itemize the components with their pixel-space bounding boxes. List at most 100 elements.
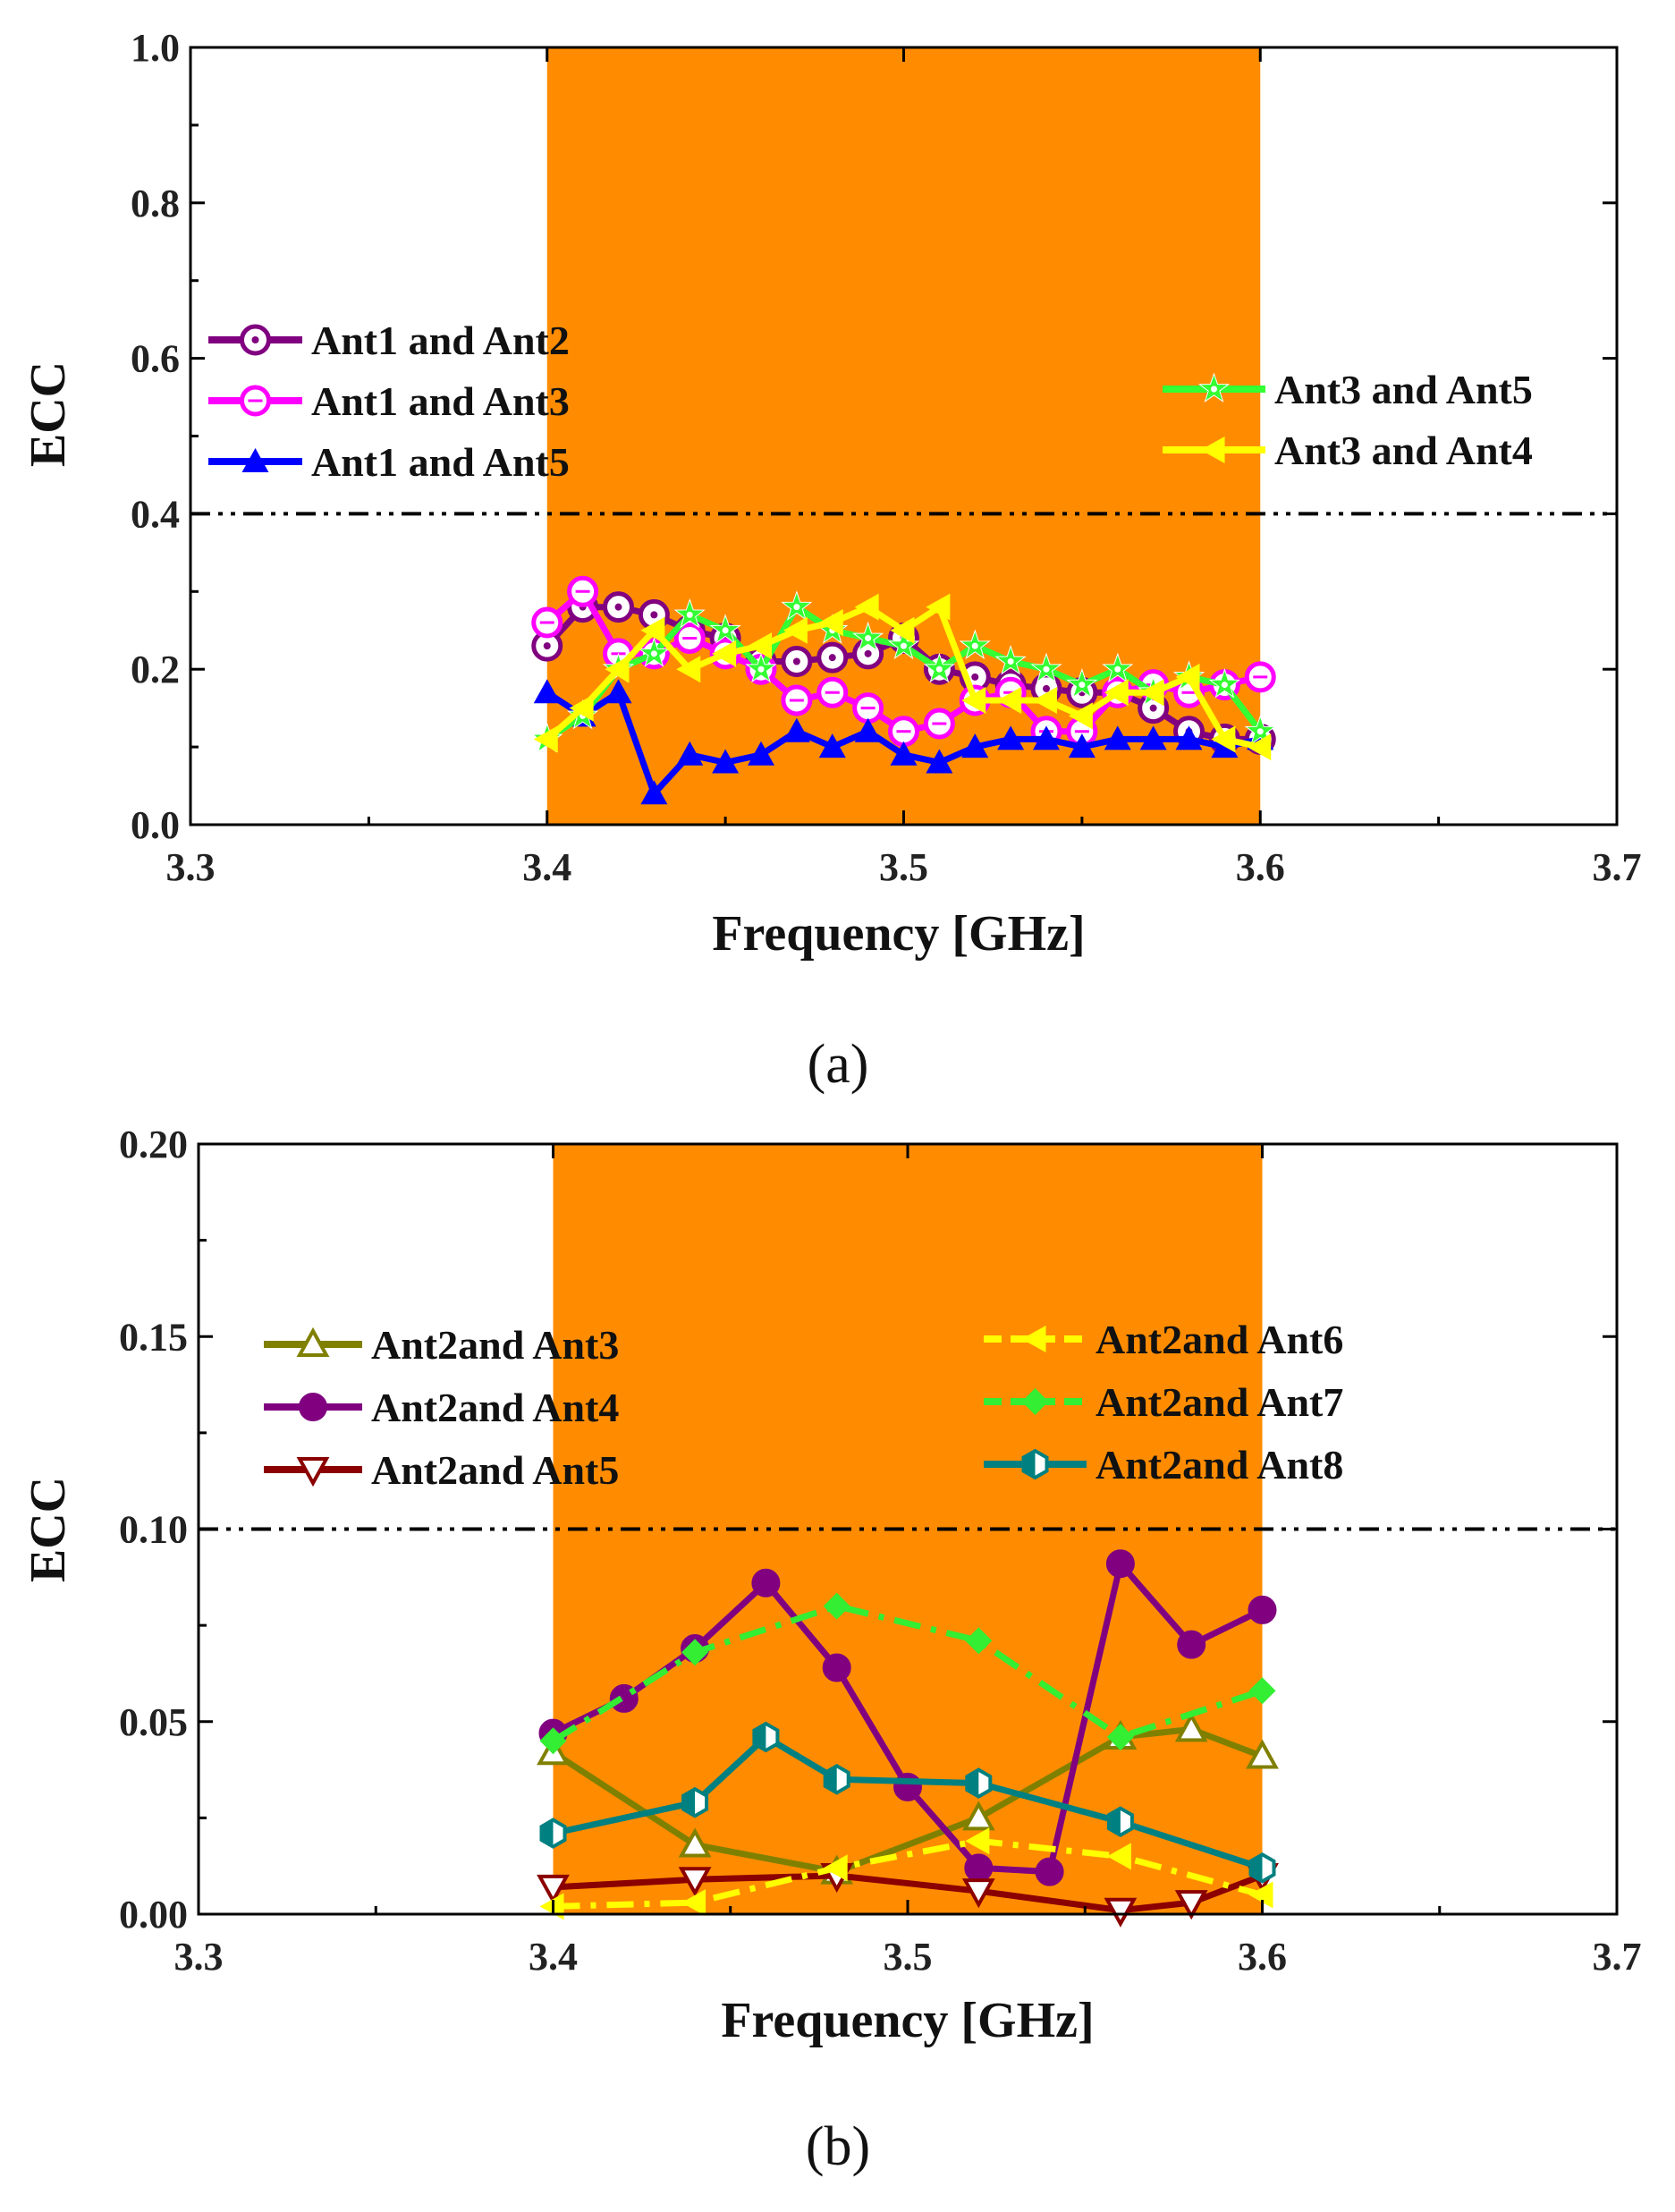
- panel-a-point-ant3-and-ant4-12: [961, 686, 986, 714]
- panel-a-xlabel: Frequency [GHz]: [712, 906, 1085, 962]
- panel-a-point-ant3-and-ant4-5: [712, 640, 737, 667]
- panel-a-point-ant3-and-ant4-19: [1211, 725, 1236, 753]
- panel-a-legend-label: Ant3 and Ant5: [1274, 367, 1533, 412]
- panel-b-series-ant2and-ant7: [539, 1592, 1276, 1755]
- panel-a-ytick-label: 0.2: [131, 648, 180, 691]
- panel-b-point-ant2and-ant4-5: [893, 1772, 922, 1801]
- panel-a-point-ant3-and-ant4-15: [1068, 702, 1093, 730]
- panel-b-ecc-chart: ECC Frequency [GHz] (b) 3.3 3.4 3.5 3.6 3.7 0…: [21, 1123, 1642, 2177]
- panel-b-point-ant2and-ant3-1: [678, 1827, 712, 1858]
- panel-b-point-ant2and-ant7-2: [823, 1592, 850, 1620]
- panel-a-point-ant3-and-ant4-18: [1175, 663, 1200, 691]
- panel-b-legend-label: Ant2and Ant8: [1096, 1442, 1343, 1487]
- panel-a-point-ant3-and-ant5-11: [923, 652, 955, 683]
- panel-a-ytick-label: 0.6: [131, 337, 180, 381]
- panel-a-legend-swatch-marker: [1197, 372, 1231, 403]
- panel-a-point-ant3-and-ant4-14: [1033, 686, 1057, 714]
- panel-a-legend-item-ant3-and-ant4: Ant3 and Ant4: [1163, 428, 1533, 473]
- panel-a-point-ant1-and-ant5-17: [1139, 725, 1167, 750]
- panel-b-legend-label: Ant2and Ant5: [371, 1447, 619, 1493]
- panel-a-point-ant3-and-ant5-16: [1102, 652, 1134, 683]
- panel-a-point-ant1-and-ant2-7: [781, 646, 813, 678]
- panel-a-point-ant3-and-ant5-4: [673, 597, 706, 629]
- panel-b-point-ant2and-ant8-5: [1106, 1806, 1134, 1838]
- panel-b-legend-label: Ant2and Ant6: [1096, 1317, 1343, 1362]
- panel-a-point-ant1-and-ant3-0: [531, 606, 563, 639]
- panel-b-legend-swatch-marker: [1021, 1448, 1049, 1480]
- panel-b-legend-item-ant2and-ant4: Ant2and Ant4: [264, 1385, 619, 1430]
- panel-b-point-ant2and-ant5-1: [678, 1867, 712, 1897]
- panel-b-legend-label: Ant2and Ant7: [1096, 1379, 1343, 1425]
- panel-a-point-ant3-and-ant5-12: [959, 629, 991, 660]
- panel-a-point-ant1-and-ant5-11: [926, 749, 953, 774]
- panel-b-point-ant2and-ant3-6: [1246, 1739, 1279, 1769]
- panel-a-legend-item-ant1-and-ant2: Ant1 and Ant2: [208, 318, 570, 363]
- panel-a-point-ant1-and-ant5-18: [1175, 725, 1203, 750]
- panel-a-legend-swatch-marker: [241, 448, 269, 472]
- panel-a-point-ant3-and-ant4-20: [1247, 733, 1272, 761]
- panel-a-point-ant1-and-ant5-10: [890, 741, 918, 766]
- panel-b-point-ant2and-ant7-3: [965, 1627, 993, 1655]
- panel-b-legend-item-ant2and-ant8: Ant2and Ant8: [984, 1442, 1343, 1487]
- panel-a-point-ant1-and-ant3-4: [673, 622, 706, 654]
- panel-b-point-ant2and-ant5-5: [1174, 1890, 1208, 1920]
- panel-a-legend-item-ant3-and-ant5: Ant3 and Ant5: [1163, 367, 1533, 412]
- panel-b-ytick-label: 0.10: [119, 1508, 188, 1552]
- panel-b-point-ant2and-ant4-6: [964, 1853, 994, 1883]
- panel-a-point-ant1-and-ant3-1: [567, 575, 599, 607]
- panel-b-point-ant2and-ant6-5: [1248, 1881, 1273, 1909]
- panel-a-ytick-label: 0.0: [131, 803, 180, 847]
- panel-b-point-ant2and-ant7-4: [1106, 1723, 1134, 1750]
- panel-a-point-ant3-and-ant4-10: [890, 616, 915, 644]
- panel-a-legend-swatch-marker: [240, 324, 271, 356]
- panel-b-point-ant2and-ant6-2: [823, 1854, 848, 1882]
- panel-a-legend-label: Ant3 and Ant4: [1274, 428, 1533, 473]
- panel-a-point-ant3-and-ant4-3: [640, 616, 665, 644]
- panel-b-point-ant2and-ant8-3: [823, 1763, 850, 1795]
- panel-b-point-ant2and-ant8-6: [1248, 1852, 1276, 1884]
- panel-a-point-ant3-and-ant5-20: [1244, 715, 1276, 745]
- panel-b-point-ant2and-ant5-0: [537, 1874, 570, 1904]
- panel-a-point-ant3-and-ant5-14: [1030, 652, 1062, 683]
- panel-b-xtick-label: 3.4: [529, 1935, 578, 1979]
- panel-b-point-ant2and-ant4-3: [751, 1568, 781, 1598]
- panel-a-point-ant3-and-ant4-2: [605, 656, 630, 683]
- panel-a-point-ant3-and-ant4-16: [1104, 679, 1129, 707]
- panel-a-legend-swatch-marker: [240, 385, 271, 417]
- panel-a-point-ant1-and-ant3-9: [852, 692, 884, 725]
- panel-b-xtick-label: 3.6: [1238, 1935, 1287, 1979]
- panel-a-xtick-label: 3.4: [522, 845, 571, 889]
- panel-a-legend-label: Ant1 and Ant2: [311, 318, 570, 363]
- panel-b-legend-item-ant2and-ant7: Ant2and Ant7: [984, 1379, 1343, 1425]
- panel-b-xtick-label: 3.3: [174, 1935, 224, 1979]
- panel-a-legend-item-ant1-and-ant5: Ant1 and Ant5: [208, 439, 570, 485]
- panel-b-legend-label: Ant2and Ant4: [371, 1385, 619, 1430]
- panel-a-point-ant1-and-ant2-2: [603, 591, 634, 623]
- panel-a-point-ant3-and-ant5-9: [852, 621, 884, 652]
- panel-a-point-ant1-and-ant5-2: [605, 679, 632, 704]
- panel-a-point-ant1-and-ant5-3: [640, 780, 668, 805]
- panel-a-point-ant1-and-ant5-0: [533, 679, 561, 704]
- panel-a-ytick-label: 0.4: [131, 492, 180, 536]
- panel-a-label: (a): [808, 1034, 869, 1095]
- panel-b-point-ant2and-ant8-1: [681, 1786, 709, 1818]
- panel-a-xtick-label: 3.6: [1236, 845, 1285, 889]
- panel-b-point-ant2and-ant6-1: [681, 1889, 706, 1917]
- panel-a-ecc-chart: ECC Frequency [GHz] (a) 3.3 3.4 3.5 3.6 3.7 0…: [21, 26, 1642, 1095]
- panel-b-point-ant2and-ant4-9: [1177, 1630, 1206, 1659]
- panel-a-point-ant1-and-ant2-8: [816, 641, 849, 674]
- panel-b-point-ant2and-ant7-0: [539, 1727, 567, 1755]
- panel-b-xtick-label: 3.7: [1593, 1935, 1642, 1979]
- panel-a-point-ant1-and-ant3-10: [888, 716, 919, 748]
- panel-a-point-ant1-and-ant3-8: [816, 676, 849, 708]
- panel-a-point-ant3-and-ant4-4: [676, 656, 701, 683]
- panel-a-point-ant3-and-ant4-0: [533, 725, 558, 753]
- panel-b-legend-label: Ant2and Ant3: [371, 1322, 619, 1368]
- panel-b-point-ant2and-ant4-4: [822, 1653, 851, 1682]
- panel-b-legend-item-ant2and-ant5: Ant2and Ant5: [264, 1447, 619, 1493]
- panel-a-xtick-label: 3.7: [1593, 845, 1642, 889]
- panel-b-point-ant2and-ant8-0: [539, 1818, 567, 1849]
- panel-a-point-ant3-and-ant4-7: [783, 616, 808, 644]
- panel-b-xtick-label: 3.5: [884, 1935, 933, 1979]
- panel-b-point-ant2and-ant4-10: [1248, 1595, 1277, 1624]
